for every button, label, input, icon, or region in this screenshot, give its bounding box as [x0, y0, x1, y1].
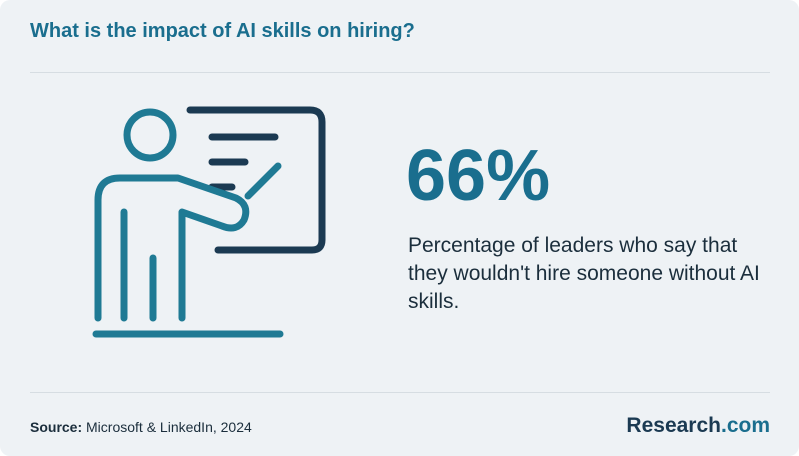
brand-suffix: .com — [720, 414, 770, 437]
stat-value: 66% — [406, 136, 551, 216]
title: What is the impact of AI skills on hirin… — [30, 20, 415, 42]
divider — [30, 72, 770, 73]
source: Source: Microsoft & LinkedIn, 2024 — [30, 419, 252, 435]
brand-name: Research — [626, 414, 721, 437]
brand: Research.com — [626, 414, 770, 438]
pointer — [244, 162, 282, 200]
divider — [30, 392, 770, 393]
body — [94, 174, 250, 322]
board — [186, 106, 326, 254]
head — [123, 108, 177, 162]
source-text: Microsoft & LinkedIn, 2024 — [86, 419, 252, 435]
stat-description: Percentage of leaders who say that they … — [408, 234, 760, 313]
teacher-icon — [92, 106, 326, 338]
source-label: Source: — [30, 419, 83, 435]
